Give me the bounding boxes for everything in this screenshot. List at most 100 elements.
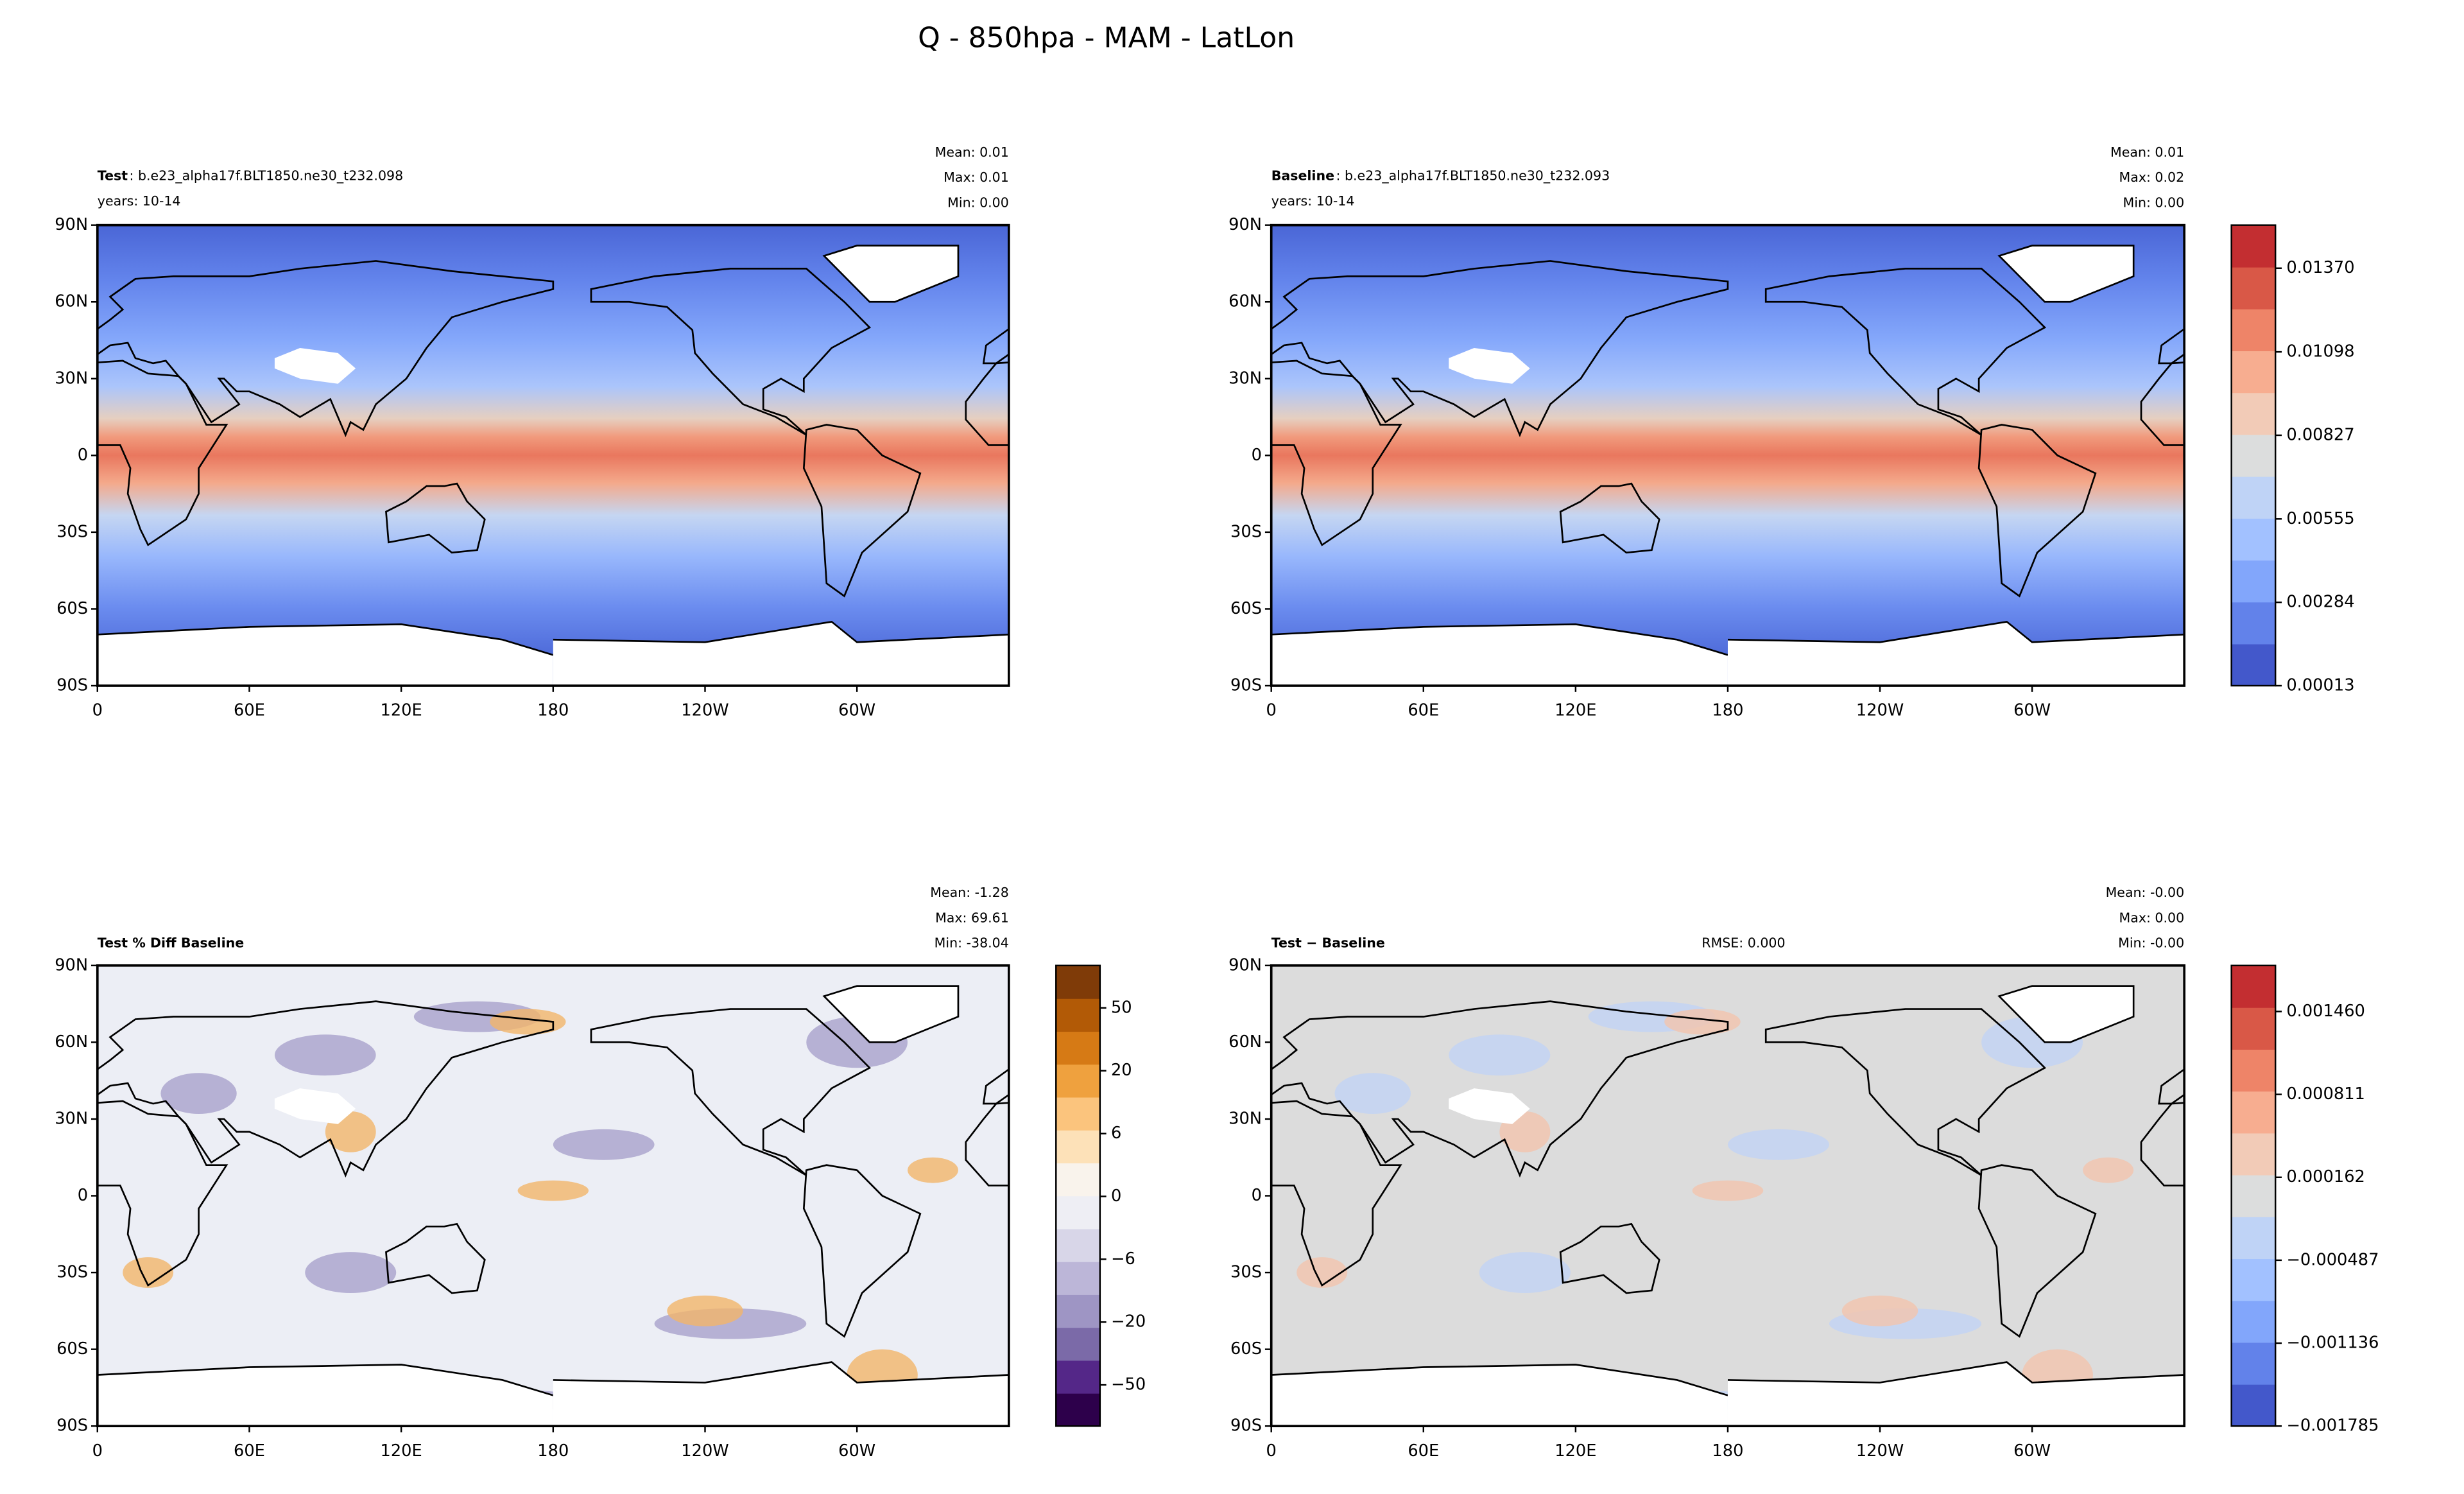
land-mask xyxy=(97,624,553,686)
field-patch xyxy=(908,1157,958,1183)
x-tick-label: 180 xyxy=(1712,1441,1743,1461)
x-tick-label: 60E xyxy=(234,1441,265,1461)
x-tick-label: 60W xyxy=(2013,701,2051,720)
coastline xyxy=(802,424,922,598)
panel-years: years: 10-14 xyxy=(98,193,181,209)
land-mask xyxy=(1449,347,1530,384)
coastline xyxy=(1066,425,1183,596)
panel-case: : b.e23_alpha17f.BLT1850.ne30_t232.093 xyxy=(1336,168,1610,184)
panel-stat: Min: 0.00 xyxy=(2123,195,2185,210)
colorbar-frame xyxy=(2230,964,2277,1427)
panel-stat: Max: 69.61 xyxy=(935,910,1009,925)
coastline xyxy=(590,1008,872,1176)
coastline xyxy=(97,1364,554,1396)
field-patch xyxy=(1334,1073,1411,1114)
colorbar-tick-label: 0.00827 xyxy=(2286,425,2354,444)
colorbar-band xyxy=(1056,1163,1100,1197)
y-tick-label: 30N xyxy=(1228,1109,1262,1128)
y-tick-label: 60N xyxy=(55,1032,88,1052)
x-tick-label: 0 xyxy=(1266,1441,1277,1461)
coastline xyxy=(553,1361,1009,1384)
colorbar-band xyxy=(2231,1049,2276,1092)
land-mask xyxy=(1086,246,1220,302)
colorbar-band xyxy=(2231,965,2276,1008)
coastline xyxy=(97,360,228,546)
land-mask xyxy=(823,245,958,302)
land-mask xyxy=(97,1364,553,1427)
colorbar-band xyxy=(1056,1393,1100,1427)
colorbar-tick-label: 6 xyxy=(1111,1124,1121,1143)
map-panel xyxy=(1066,225,2443,686)
panel-years: years: 10-14 xyxy=(1271,193,1355,209)
colorbar-band xyxy=(1056,965,1100,999)
x-tick-label: 120W xyxy=(681,1441,728,1461)
coastline xyxy=(1559,482,1660,554)
y-tick-label: 90N xyxy=(55,955,88,975)
y-tick-label: 30N xyxy=(1228,369,1262,388)
colorbar-band xyxy=(2231,1300,2276,1343)
panel-stat: Min: -0.00 xyxy=(2118,935,2184,951)
colorbar-band xyxy=(2231,1384,2276,1427)
colorbar-band xyxy=(1056,1261,1100,1295)
coastline xyxy=(0,986,47,1043)
land-mask xyxy=(2362,348,2443,384)
land-mask xyxy=(274,347,356,384)
land-mask xyxy=(2362,1088,2443,1124)
land-mask xyxy=(553,1362,1009,1427)
field-patch xyxy=(517,1180,589,1201)
colorbar-band xyxy=(2231,309,2276,352)
colorbar-band xyxy=(1056,1064,1100,1098)
coastline xyxy=(590,268,872,436)
colorbar-tick-label: 20 xyxy=(1111,1061,1132,1080)
x-tick-label: 180 xyxy=(537,1441,569,1461)
colorbar-tick-label: −50 xyxy=(1111,1375,1146,1394)
colorbar-frame xyxy=(2230,224,2277,687)
field-patch xyxy=(553,1129,655,1160)
land-mask xyxy=(1271,624,1728,686)
colorbar-band xyxy=(1056,1294,1100,1328)
colorbar-band xyxy=(2231,1258,2276,1301)
colorbar-tick-label: 0.01370 xyxy=(2286,258,2354,277)
panel-stat: Min: -38.04 xyxy=(935,935,1009,951)
y-tick-label: 0 xyxy=(78,1186,88,1205)
colorbar-band xyxy=(1056,1031,1100,1065)
x-tick-label: 0 xyxy=(92,701,103,720)
figure-title: Q - 850hpa - MAM - LatLon xyxy=(918,22,1295,55)
land-mask xyxy=(274,1088,356,1124)
coastline xyxy=(1271,360,1402,546)
field-patch xyxy=(1297,1257,1348,1288)
field-patch xyxy=(667,1295,743,1326)
colorbar-band xyxy=(2231,1174,2276,1217)
x-tick-label: 180 xyxy=(1712,701,1743,720)
colorbar-band xyxy=(1056,1327,1100,1361)
panel-stat: Max: 0.00 xyxy=(2119,910,2185,925)
x-tick-label: 120W xyxy=(681,701,728,720)
colorbar-band xyxy=(2231,518,2276,561)
map-panel xyxy=(0,965,1009,1427)
coastline xyxy=(97,1000,555,1178)
panel-rmse: RMSE: 0.000 xyxy=(1702,935,1785,951)
colorbar-tick-label: −0.001136 xyxy=(2286,1333,2379,1353)
x-tick-label: 120W xyxy=(1856,1441,1904,1461)
panel-stat: Max: 0.02 xyxy=(2119,169,2185,185)
field-patch xyxy=(2083,1157,2134,1183)
colorbar-band xyxy=(2231,560,2276,603)
colorbar-band xyxy=(2231,1007,2276,1050)
x-tick-label: 60W xyxy=(838,701,875,720)
field-fill xyxy=(97,225,1009,686)
x-tick-label: 60E xyxy=(1408,701,1439,720)
panel-stat: Mean: 0.01 xyxy=(2110,144,2184,160)
colorbar-band xyxy=(2231,225,2276,268)
land-mask xyxy=(0,986,47,1043)
panel-name: Test − Baseline xyxy=(1271,935,1385,951)
coastline xyxy=(0,425,9,596)
map-panel xyxy=(0,225,1009,686)
coastline xyxy=(97,260,555,437)
land-mask xyxy=(823,986,958,1043)
field-patch xyxy=(123,1257,174,1288)
colorbar-band xyxy=(2231,434,2276,477)
land-mask xyxy=(0,246,47,302)
panel-stat: Mean: -1.28 xyxy=(930,885,1009,900)
coastline xyxy=(1977,424,2097,598)
y-tick-label: 90N xyxy=(55,215,88,234)
